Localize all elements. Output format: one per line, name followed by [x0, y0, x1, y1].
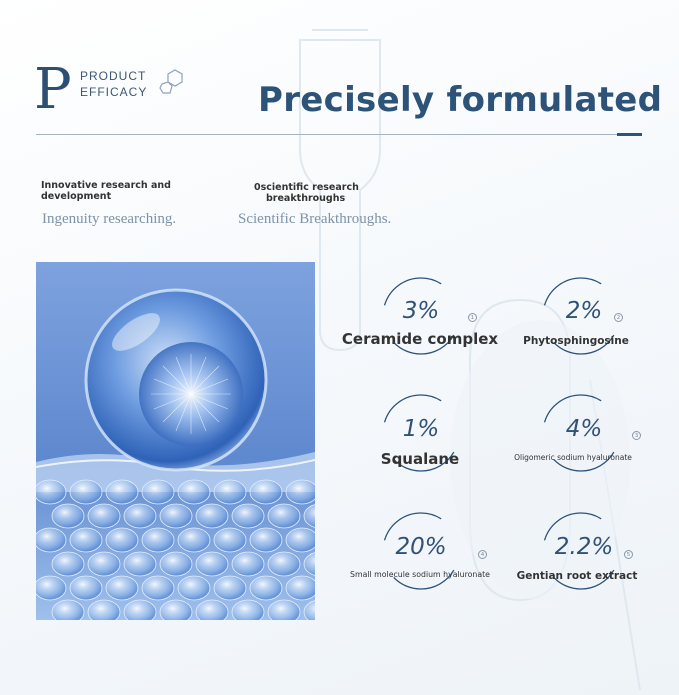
skin-bubble	[36, 575, 67, 601]
skin-bubble	[123, 599, 157, 620]
feature-1-subtitle: Ingenuity researching.	[42, 211, 177, 227]
skin-bubble	[141, 527, 175, 553]
skin-bubble	[213, 575, 247, 601]
ingredient-2-marker: 2	[614, 313, 623, 322]
skin-bubble	[195, 599, 229, 620]
skin-bubble	[141, 479, 175, 505]
ingredient-1-marker: 1	[468, 313, 477, 322]
feature-2-title: 0scientific research breakthroughs	[254, 182, 359, 204]
ingredient-ring-2	[542, 277, 620, 355]
ingredient-ring-4	[542, 394, 620, 472]
logo-letter: P	[34, 57, 72, 122]
skin-bubble	[285, 575, 315, 601]
skin-bubble	[267, 551, 301, 577]
ingredient-6-name: Gentian root extract	[516, 570, 638, 582]
ingredient-4-marker: 3	[632, 431, 641, 440]
skin-bubble	[141, 575, 175, 601]
ingredient-1-name: Ceramide complex	[341, 330, 499, 348]
skin-bubble	[69, 479, 103, 505]
skin-bubble	[105, 479, 139, 505]
logo-line-product: PRODUCT	[80, 69, 147, 83]
ingredient-ring-5	[382, 512, 460, 590]
skin-cell-sphere-image	[36, 262, 315, 620]
skin-bubble	[303, 600, 315, 620]
ingredient-ring-3	[382, 394, 460, 472]
skin-bubble	[105, 527, 139, 553]
ingredient-6-marker: 5	[624, 550, 633, 559]
feature-1-title-line2: development	[41, 191, 112, 202]
ingredient-5-name: Small molecule sodium hyaluronate	[350, 570, 490, 579]
skin-bubble	[87, 503, 121, 529]
skin-bubble	[36, 527, 67, 553]
skin-bubble	[69, 527, 103, 553]
feature-2-title-line1: 0scientific research	[254, 182, 359, 193]
ingredient-6-percent: 2.2%	[554, 534, 614, 560]
feature-2-subtitle: Scientific Breakthroughs.	[238, 211, 392, 227]
skin-bubble	[87, 599, 121, 620]
skin-bubble	[231, 503, 265, 529]
skin-bubble	[36, 479, 67, 505]
skin-bubble	[249, 479, 283, 505]
ingredient-3-name: Squalane	[380, 450, 460, 468]
ingredient-5-marker: 4	[478, 550, 487, 559]
skin-bubble	[303, 504, 315, 528]
molecule-icon	[159, 69, 183, 94]
skin-bubble	[69, 575, 103, 601]
skin-bubble	[123, 551, 157, 577]
feature-1-title: Innovative research and development	[41, 180, 171, 202]
skin-bubble	[249, 575, 283, 601]
ingredient-3-percent: 1%	[402, 416, 440, 442]
skin-bubble	[213, 527, 247, 553]
skin-bubble	[249, 527, 283, 553]
skin-bubble	[231, 551, 265, 577]
skin-bubble	[105, 575, 139, 601]
ingredient-4-name: Oligomeric sodium hyaluronate	[514, 453, 632, 462]
page-title: Precisely formulated	[258, 80, 663, 120]
ingredient-1-percent: 3%	[402, 298, 440, 324]
skin-bubble	[51, 551, 85, 577]
skin-bubble	[303, 552, 315, 576]
skin-bubble	[159, 551, 193, 577]
skin-bubble	[177, 527, 211, 553]
skin-bubble	[213, 479, 247, 505]
ingredient-ring-6	[542, 512, 620, 590]
feature-2-title-line2: breakthroughs	[266, 193, 346, 204]
skin-bubble	[267, 599, 301, 620]
title-divider	[36, 134, 642, 135]
skin-bubble	[123, 503, 157, 529]
logo-line-efficacy: EFFICACY	[80, 85, 148, 99]
skin-bubble	[177, 575, 211, 601]
feature-1-title-line1: Innovative research and	[41, 180, 171, 191]
skin-bubble	[51, 599, 85, 620]
skin-bubble	[285, 479, 315, 505]
skin-bubble	[285, 527, 315, 553]
ingredient-2-percent: 2%	[565, 298, 603, 324]
skin-bubble	[177, 479, 211, 505]
skin-bubble	[195, 503, 229, 529]
skin-bubble	[87, 551, 121, 577]
skin-bubble	[195, 551, 229, 577]
skin-bubble	[159, 503, 193, 529]
ingredient-5-percent: 20%	[395, 534, 447, 560]
ingredient-4-percent: 4%	[565, 416, 603, 442]
skin-bubble	[231, 599, 265, 620]
skin-bubble	[51, 503, 85, 529]
title-divider-accent	[617, 133, 642, 136]
ingredient-2-name: Phytosphingosine	[523, 335, 629, 347]
ingredient-ring-1	[382, 277, 460, 355]
skin-bubble	[267, 503, 301, 529]
skin-bubble	[159, 599, 193, 620]
